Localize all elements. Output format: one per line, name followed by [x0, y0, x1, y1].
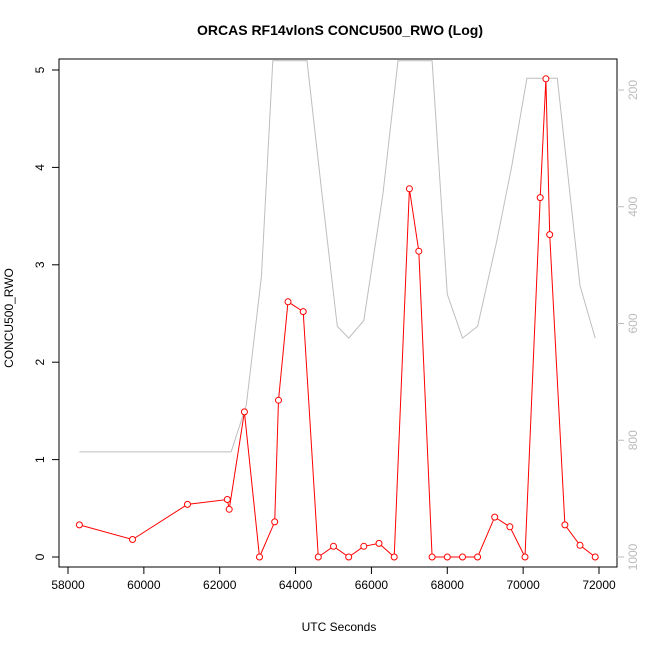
y2-tick-label: 200 [626, 80, 640, 100]
y2-tick-label: 600 [626, 313, 640, 333]
data-point [330, 542, 337, 550]
x-axis: 58000 60000 62000 64000 66000 68000 70000 72000 [51, 567, 616, 592]
x-axis-label: UTC Seconds [302, 620, 377, 634]
x-tick-label: 66000 [355, 578, 389, 592]
data-point [546, 231, 554, 239]
data-point [536, 194, 544, 202]
data-point [299, 308, 307, 316]
data-point [256, 553, 263, 561]
y-tick-label: 2 [33, 359, 47, 366]
y-tick-label: 5 [33, 66, 47, 73]
y2-tick-label: 800 [626, 430, 640, 450]
data-point [314, 553, 322, 561]
x-tick-label: 62000 [203, 578, 237, 592]
x-tick-label: 60000 [127, 578, 161, 592]
plot-frame [58, 58, 618, 568]
data-point [428, 553, 436, 561]
data-point [443, 553, 451, 561]
data-point [576, 541, 584, 549]
series-line-primary [79, 78, 596, 559]
x-tick-label: 58000 [51, 578, 85, 592]
data-point [284, 298, 292, 306]
series-line-secondary [79, 60, 596, 453]
data-point [360, 542, 368, 550]
data-point [506, 523, 514, 531]
plot-area [75, 60, 599, 561]
data-point [75, 521, 83, 529]
data-point [184, 500, 191, 508]
y-tick-label: 0 [33, 553, 47, 560]
y-axis: 0 1 2 3 4 5 [33, 66, 59, 560]
chart-title: ORCAS RF14vlonS CONCU500_RWO (Log) [197, 22, 483, 38]
x-tick-label: 72000 [582, 578, 616, 592]
data-point [345, 553, 353, 561]
data-point [542, 75, 550, 83]
y-tick-label: 1 [33, 456, 47, 463]
data-point [591, 553, 599, 561]
data-point [390, 553, 398, 561]
data-point [521, 553, 529, 561]
y2-tick-label: 400 [626, 196, 640, 216]
y-axis-label: CONCU500_RWO [2, 268, 16, 368]
data-point [561, 521, 569, 529]
y2-tick-label: 1000 [626, 543, 640, 570]
data-point [129, 536, 136, 543]
data-point [459, 553, 466, 561]
secondary-y-axis: 200 400 600 800 1000 [617, 80, 640, 570]
data-point [474, 553, 482, 561]
x-tick-label: 68000 [431, 578, 465, 592]
data-point [375, 539, 383, 547]
data-point [223, 496, 231, 503]
data-point [225, 505, 233, 513]
data-point [240, 408, 248, 416]
data-point [271, 518, 279, 526]
x-tick-label: 70000 [506, 578, 540, 592]
data-point [415, 247, 423, 255]
data-point [275, 396, 282, 404]
y-tick-label: 3 [33, 261, 47, 268]
data-point [405, 185, 413, 193]
y-tick-label: 4 [33, 164, 47, 171]
x-tick-label: 64000 [279, 578, 313, 592]
data-point [491, 513, 499, 521]
